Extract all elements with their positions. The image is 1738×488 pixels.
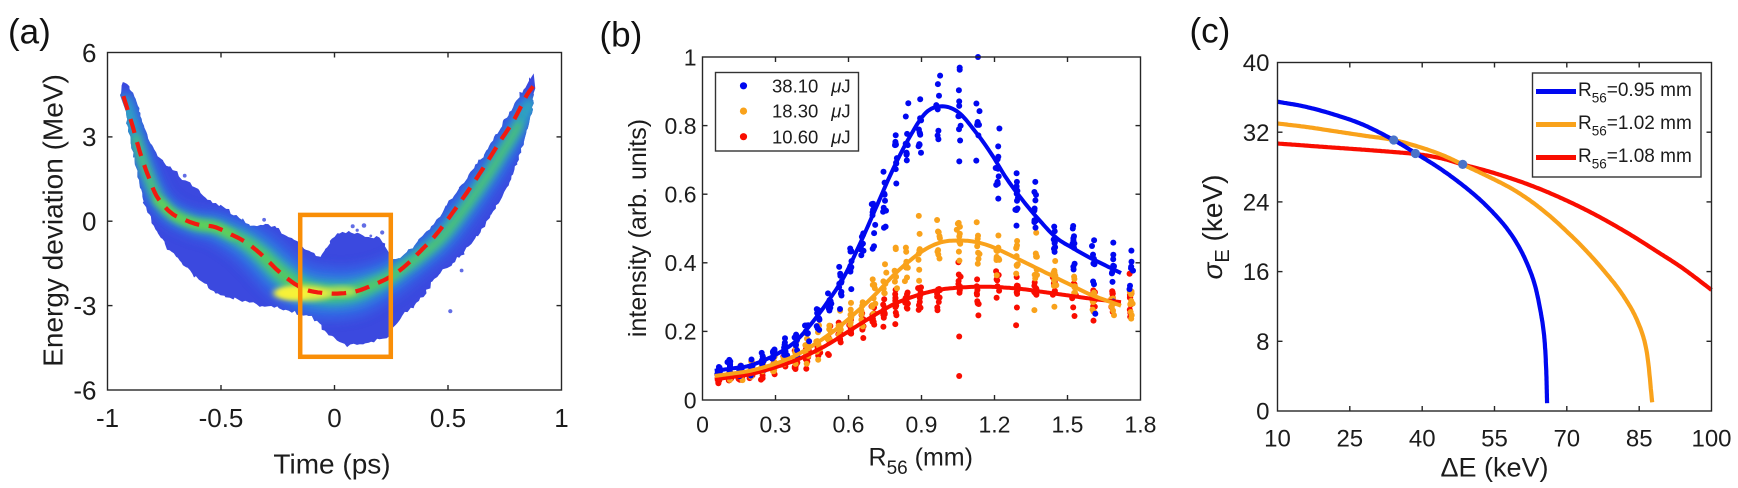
- svg-text:1.2: 1.2: [979, 412, 1011, 438]
- svg-text:0.9: 0.9: [906, 412, 938, 438]
- svg-text:70: 70: [1553, 426, 1580, 453]
- svg-text:40: 40: [1243, 50, 1270, 77]
- svg-text:0.2: 0.2: [665, 319, 697, 345]
- svg-text:0: 0: [1256, 399, 1269, 426]
- svg-text:0.6: 0.6: [833, 412, 865, 438]
- svg-text:R56 (mm): R56 (mm): [869, 444, 973, 480]
- svg-text:0.6: 0.6: [665, 182, 697, 208]
- svg-text:38.10 μJ: 38.10 μJ: [772, 75, 851, 96]
- svg-text:32: 32: [1243, 120, 1270, 147]
- svg-text:Time (ps): Time (ps): [273, 449, 390, 480]
- svg-text:8: 8: [1256, 329, 1269, 356]
- svg-text:Energy deviation (MeV): Energy deviation (MeV): [38, 74, 69, 367]
- svg-text:25: 25: [1336, 426, 1363, 453]
- svg-text:18.30 μJ: 18.30 μJ: [772, 101, 851, 122]
- svg-text:0: 0: [684, 387, 697, 413]
- svg-text:100: 100: [1691, 426, 1731, 453]
- svg-text:10: 10: [1264, 426, 1291, 453]
- svg-text:1.8: 1.8: [1125, 412, 1157, 438]
- svg-text:85: 85: [1626, 426, 1653, 453]
- svg-text:0.3: 0.3: [760, 412, 792, 438]
- svg-text:16: 16: [1243, 259, 1270, 286]
- svg-text:6: 6: [82, 38, 96, 68]
- svg-text:σE (keV): σE (keV): [1197, 175, 1234, 280]
- svg-text:(c): (c): [1190, 12, 1231, 51]
- svg-text:1: 1: [684, 44, 697, 70]
- svg-text:0.5: 0.5: [430, 403, 466, 433]
- svg-text:R56=1.08 mm: R56=1.08 mm: [1578, 146, 1692, 172]
- svg-text:10.60 μJ: 10.60 μJ: [772, 126, 851, 147]
- svg-text:1: 1: [554, 403, 568, 433]
- svg-text:intensity (arb. units): intensity (arb. units): [624, 119, 652, 337]
- svg-text:-0.5: -0.5: [199, 403, 244, 433]
- svg-text:0.8: 0.8: [665, 113, 697, 139]
- svg-text:0.4: 0.4: [665, 250, 697, 276]
- svg-text:-3: -3: [73, 291, 96, 321]
- svg-text:(b): (b): [600, 16, 643, 55]
- svg-text:ΔE (keV): ΔE (keV): [1440, 453, 1548, 483]
- svg-text:0: 0: [696, 412, 709, 438]
- svg-text:40: 40: [1409, 426, 1436, 453]
- svg-text:0: 0: [327, 403, 341, 433]
- svg-text:24: 24: [1243, 190, 1270, 217]
- svg-text:3: 3: [82, 122, 96, 152]
- svg-text:55: 55: [1481, 426, 1508, 453]
- svg-text:-6: -6: [73, 375, 96, 405]
- svg-text:0: 0: [82, 207, 96, 237]
- svg-text:(a): (a): [8, 13, 51, 52]
- svg-text:-1: -1: [96, 403, 119, 433]
- svg-text:1.5: 1.5: [1052, 412, 1084, 438]
